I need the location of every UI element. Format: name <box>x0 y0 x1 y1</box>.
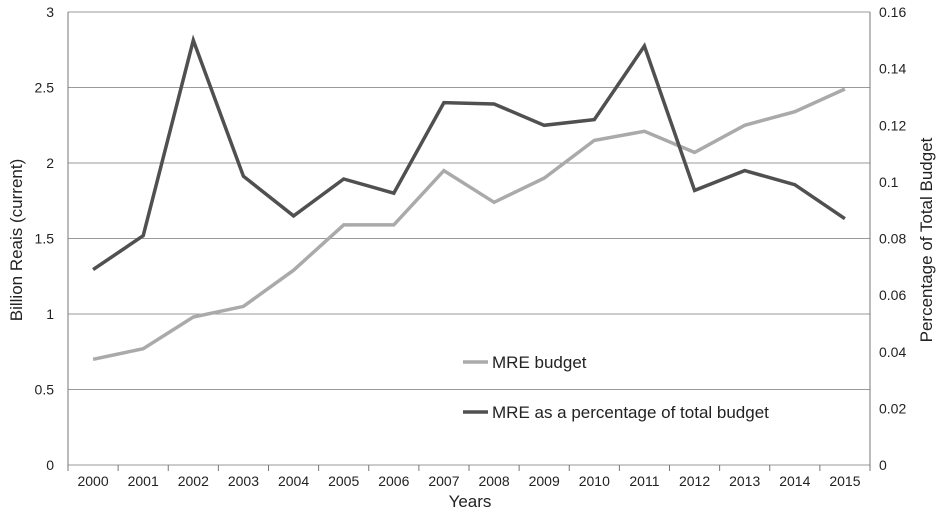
y-tick-label: 1 <box>46 306 54 322</box>
y2-tick-label: 0.16 <box>879 4 906 20</box>
x-axis-title: Years <box>449 492 492 511</box>
y-tick-label: 0.5 <box>35 382 55 398</box>
y-tick-label: 2.5 <box>35 80 55 96</box>
left-axis-ticks: 0 0.5 1 1.5 2 2.5 3 <box>35 4 55 473</box>
y2-tick-label: 0.02 <box>879 400 906 416</box>
y2-tick-label: 0.14 <box>879 61 906 77</box>
x-tick-label: 2001 <box>128 473 159 489</box>
x-tick-label: 2002 <box>178 473 209 489</box>
x-tick-label: 2015 <box>829 473 860 489</box>
legend: MRE budget MRE as a percentage of total b… <box>463 353 769 422</box>
series-lines <box>92 34 846 362</box>
right-axis-ticks: 0 0.02 0.04 0.06 0.08 0.1 0.12 0.14 0.16 <box>879 4 906 473</box>
y-tick-label: 1.5 <box>35 231 55 247</box>
y2-tick-label: 0.04 <box>879 344 906 360</box>
x-tick-label: 2005 <box>328 473 359 489</box>
series-line-2 <box>92 34 846 272</box>
legend-label: MRE budget <box>492 353 587 372</box>
x-tick-label: 2000 <box>77 473 108 489</box>
y2-tick-label: 0 <box>879 457 887 473</box>
x-tick-label: 2003 <box>228 473 259 489</box>
x-tick-label: 2006 <box>378 473 409 489</box>
y2-axis-title: Percentage of Total Budget <box>917 137 936 342</box>
y2-tick-label: 0.06 <box>879 287 906 303</box>
y-tick-label: 0 <box>46 457 54 473</box>
y2-tick-label: 0.08 <box>879 231 906 247</box>
x-tick-label: 2009 <box>529 473 560 489</box>
x-tick-label: 2014 <box>779 473 810 489</box>
y2-tick-label: 0.1 <box>879 174 899 190</box>
x-tick-label: 2007 <box>428 473 459 489</box>
x-tick-label: 2004 <box>278 473 309 489</box>
gridlines <box>67 11 871 466</box>
x-tick-label: 2012 <box>679 473 710 489</box>
x-axis: 2000 2001 2002 2003 2004 2005 2006 2007 2008 2009… <box>67 465 871 489</box>
legend-label: MRE as a percentage of total budget <box>492 403 769 422</box>
y-axis-title: Billion Reais (current) <box>7 159 26 322</box>
y-tick-label: 2 <box>46 155 54 171</box>
series-line-1 <box>92 87 846 362</box>
x-tick-label: 2008 <box>478 473 509 489</box>
y2-tick-label: 0.12 <box>879 117 906 133</box>
x-tick-label: 2013 <box>729 473 760 489</box>
x-tick-label: 2010 <box>579 473 610 489</box>
x-tick-label: 2011 <box>629 473 659 489</box>
y-tick-label: 3 <box>46 4 54 20</box>
